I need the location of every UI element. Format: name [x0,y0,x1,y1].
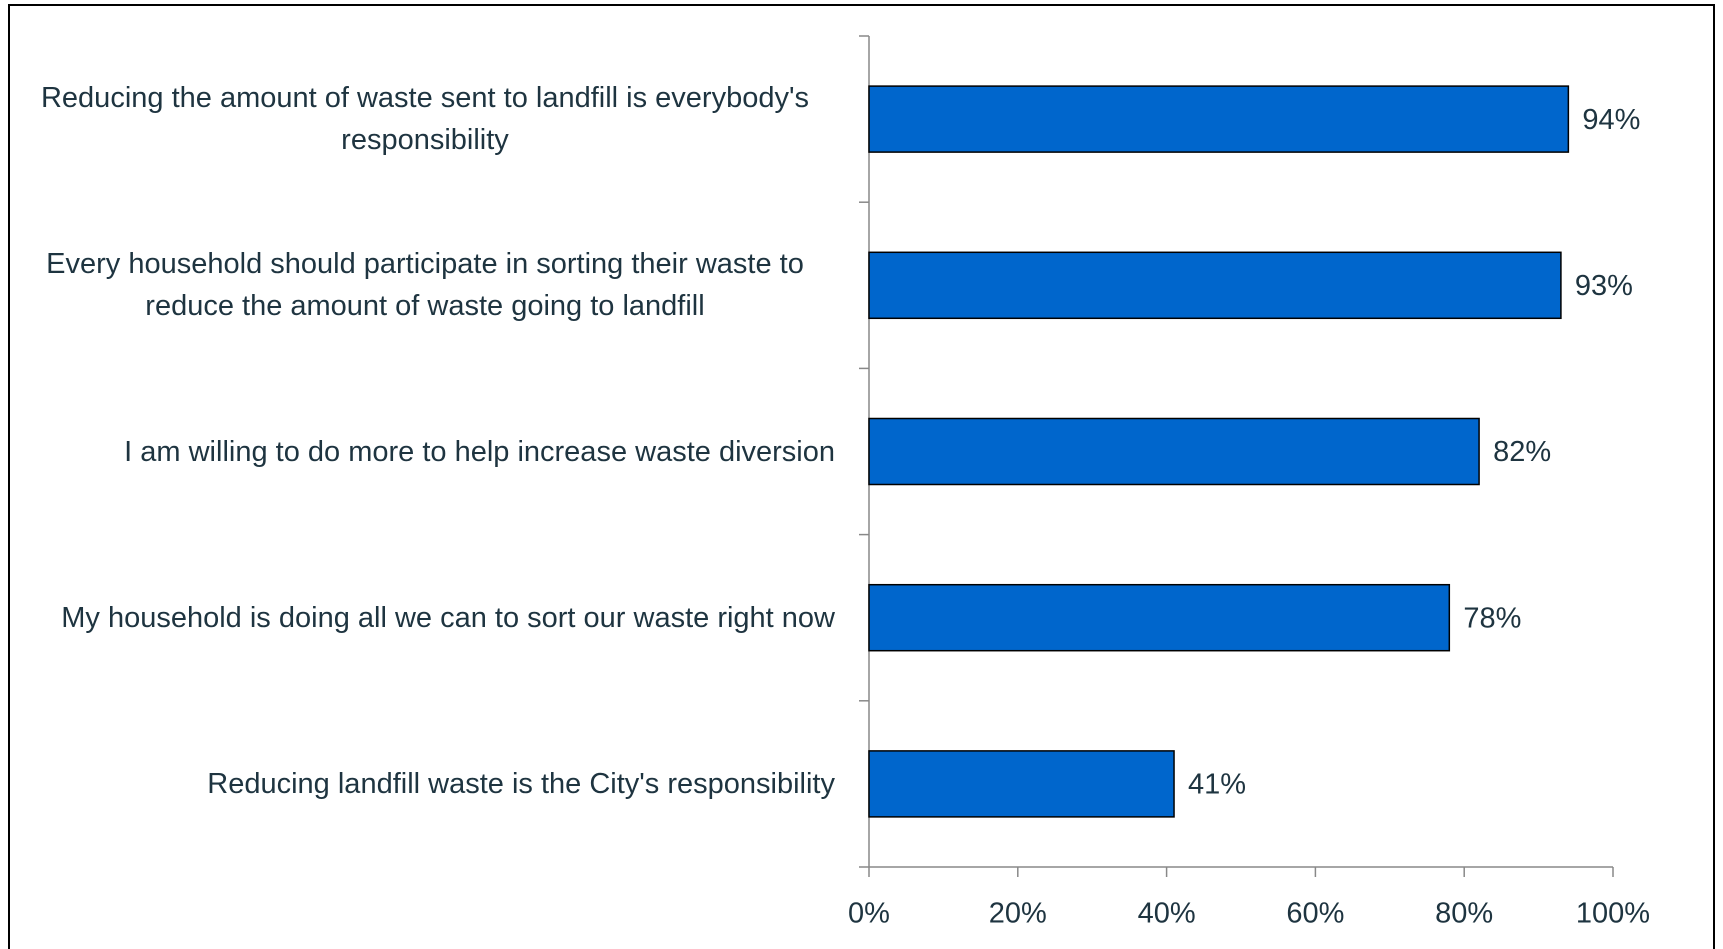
bar [868,750,1175,818]
bar [868,85,1570,153]
bar [868,583,1451,652]
x-tick-label: 0% [848,898,890,930]
x-tick-label: 20% [989,898,1047,930]
value-label: 82% [1493,436,1551,468]
category-label: My household is doing all we can to sort… [61,601,835,634]
category-label: Reducing the amount of waste sent to lan… [40,82,810,157]
category-label: Reducing landfill waste is the City's re… [207,767,835,800]
bar [868,417,1480,486]
category-label: Every household should participate in so… [46,248,804,323]
frame [8,4,1715,949]
value-label: 78% [1463,602,1521,634]
value-label: 94% [1582,104,1640,136]
value-label: 93% [1575,270,1633,302]
value-label: 41% [1188,769,1246,801]
category-label: I am willing to do more to help increase… [124,435,835,468]
x-tick-label: 100% [1576,898,1650,930]
x-tick-label: 60% [1286,898,1344,930]
bar [868,251,1562,320]
x-tick-label: 40% [1138,898,1196,930]
x-tick-label: 80% [1435,898,1493,930]
